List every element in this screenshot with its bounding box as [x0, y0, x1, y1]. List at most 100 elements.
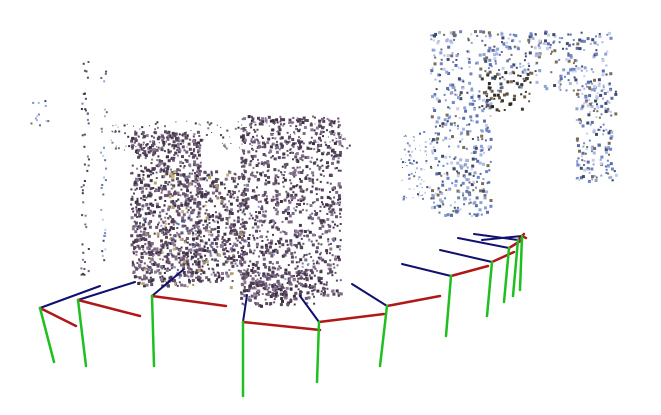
cloud-point [406, 197, 408, 199]
cloud-point [257, 141, 261, 145]
cloud-point [221, 236, 224, 239]
cloud-point [164, 125, 166, 128]
cloud-point [241, 143, 243, 145]
cloud-point [240, 262, 243, 265]
cloud-point [176, 142, 180, 146]
cloud-point [250, 269, 254, 272]
cloud-point [213, 228, 216, 231]
cloud-point [230, 223, 234, 227]
cloud-point [304, 284, 308, 288]
cloud-point [308, 230, 312, 234]
cloud-point [208, 222, 211, 224]
cloud-point [164, 225, 167, 228]
cloud-point [171, 254, 174, 257]
cloud-point [242, 210, 245, 213]
cloud-point [456, 170, 459, 173]
cloud-point [238, 206, 241, 209]
cloud-point [286, 149, 289, 152]
cloud-point [242, 189, 246, 193]
cloud-point [138, 281, 141, 284]
cloud-point [312, 262, 315, 265]
cloud-point [197, 260, 201, 264]
cloud-point [565, 89, 568, 92]
cloud-point [471, 164, 475, 168]
cloud-point [163, 279, 166, 282]
cloud-point [264, 143, 267, 146]
cloud-point [294, 291, 298, 295]
cloud-point [175, 121, 177, 123]
cloud-point [435, 172, 439, 176]
cloud-point [163, 175, 166, 178]
right-point-cloud [400, 30, 618, 217]
cloud-point [431, 140, 434, 143]
cloud-point [297, 231, 300, 234]
cloud-point [443, 172, 446, 175]
cloud-point [179, 194, 182, 197]
cloud-point [296, 265, 299, 268]
cloud-point [227, 237, 231, 241]
cloud-point [316, 260, 319, 263]
cloud-point [178, 276, 181, 279]
cloud-point [256, 128, 259, 131]
cloud-point [320, 130, 323, 134]
cloud-point [156, 121, 159, 124]
cloud-point [558, 85, 561, 89]
cloud-point [468, 181, 471, 184]
cloud-point [232, 245, 235, 248]
cloud-point [280, 285, 284, 289]
cloud-point [224, 209, 227, 211]
cloud-point [192, 163, 196, 167]
cloud-point [297, 139, 301, 143]
cloud-point [234, 185, 238, 189]
cloud-point [233, 219, 236, 222]
cloud-point [288, 283, 291, 286]
cloud-point [34, 117, 37, 120]
cloud-point [176, 227, 179, 229]
cloud-point [137, 155, 141, 159]
cloud-point [455, 58, 458, 61]
cloud-point [480, 134, 484, 138]
cloud-point [462, 80, 465, 83]
cloud-point [318, 122, 321, 125]
cloud-point [534, 54, 538, 58]
cloud-point [256, 237, 259, 240]
cloud-point [185, 131, 187, 133]
cloud-point [308, 252, 311, 255]
cloud-point [201, 190, 204, 193]
cloud-point [491, 105, 494, 109]
cloud-point [140, 165, 143, 168]
cloud-point [320, 158, 323, 161]
cloud-point [253, 190, 256, 193]
cloud-point [594, 52, 598, 56]
cloud-point [105, 111, 108, 114]
cloud-point [322, 287, 325, 290]
cloud-point [485, 128, 489, 131]
cloud-point [590, 147, 594, 151]
cloud-point [322, 130, 325, 133]
cloud-point [488, 34, 492, 37]
cloud-point [598, 33, 601, 35]
cloud-point [445, 39, 449, 43]
cloud-point [158, 159, 162, 163]
cloud-point [186, 137, 189, 140]
cloud-point [104, 179, 107, 182]
cloud-point [339, 292, 343, 296]
cloud-point [338, 142, 342, 146]
cloud-point [264, 251, 268, 254]
cloud-point [216, 238, 219, 241]
cloud-point [565, 47, 568, 50]
cloud-point [277, 192, 281, 196]
cloud-point [489, 115, 492, 117]
y-axis-line [315, 320, 321, 384]
cloud-point [554, 60, 558, 64]
cloud-point [198, 190, 202, 194]
cloud-point [133, 125, 134, 127]
cloud-point [318, 235, 322, 239]
cloud-point [247, 241, 250, 244]
cloud-point [529, 71, 532, 74]
cloud-point [275, 261, 279, 265]
cloud-point [528, 100, 531, 103]
cloud-point [316, 164, 319, 167]
cloud-point [272, 249, 275, 252]
cloud-point [590, 105, 594, 109]
